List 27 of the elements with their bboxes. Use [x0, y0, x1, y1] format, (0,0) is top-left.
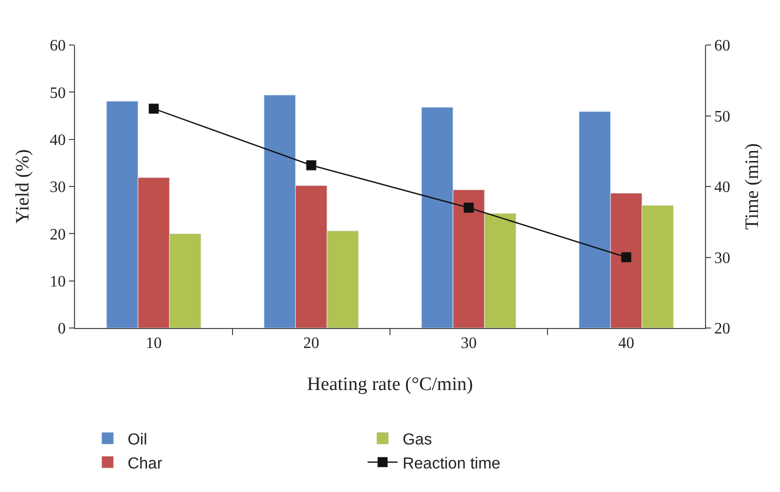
y2-tick-label: 60 [714, 38, 730, 55]
point [464, 202, 474, 213]
y2-axis-title: Time (min) [742, 143, 763, 230]
y-tick-label: 40 [50, 132, 66, 149]
y-tick-label: 50 [50, 84, 66, 102]
y2-tick-label: 20 [714, 320, 730, 338]
x-tick-label: 20 [303, 335, 320, 352]
x-tick-label: 30 [460, 335, 477, 352]
y-tick-label: 60 [50, 38, 66, 55]
legend-label: Gas [402, 432, 432, 449]
y-tick-label: 10 [50, 273, 66, 290]
point [306, 160, 316, 170]
point [148, 104, 159, 114]
point [621, 252, 632, 262]
y2-tick-label: 30 [714, 250, 730, 267]
y-tick-label: 0 [58, 320, 66, 338]
x-tick-label: 40 [618, 335, 634, 352]
x-tick-label: 10 [146, 335, 162, 352]
legend-label: Reaction time [402, 455, 501, 472]
y-axis-title: Yield (%) [12, 149, 34, 224]
y-tick-label: 20 [50, 226, 66, 244]
y-tick-label: 30 [50, 179, 66, 196]
y2-tick-label: 40 [714, 179, 730, 196]
x-axis-title: Heating rate (°C/min) [307, 374, 473, 395]
legend-label: Oil [128, 432, 148, 449]
y2-tick-label: 50 [714, 108, 730, 126]
legend-label: Char [128, 455, 163, 472]
